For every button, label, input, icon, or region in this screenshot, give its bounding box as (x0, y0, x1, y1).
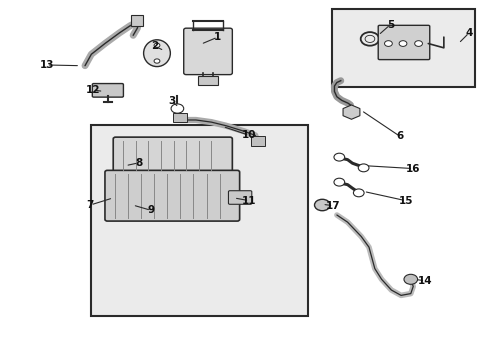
FancyBboxPatch shape (228, 191, 251, 204)
Text: 11: 11 (242, 196, 256, 206)
Text: 6: 6 (396, 131, 403, 141)
Ellipse shape (143, 40, 170, 67)
Bar (173, 113, 186, 122)
Text: 12: 12 (85, 85, 100, 95)
Text: 9: 9 (147, 205, 154, 215)
Circle shape (154, 59, 160, 63)
Text: 1: 1 (214, 32, 221, 42)
FancyBboxPatch shape (92, 84, 123, 97)
Text: 5: 5 (386, 19, 393, 30)
FancyBboxPatch shape (113, 137, 232, 174)
FancyBboxPatch shape (183, 28, 232, 75)
Bar (250, 136, 265, 146)
Text: 13: 13 (39, 60, 54, 70)
FancyBboxPatch shape (105, 170, 239, 221)
Circle shape (314, 199, 329, 211)
Text: 8: 8 (135, 158, 142, 168)
Text: 7: 7 (86, 200, 94, 210)
Circle shape (333, 153, 344, 161)
Text: 10: 10 (242, 130, 256, 140)
Bar (91, 125, 307, 316)
Circle shape (171, 104, 183, 113)
Circle shape (398, 41, 406, 46)
Circle shape (414, 41, 422, 46)
Text: 2: 2 (151, 41, 158, 51)
Text: 3: 3 (167, 96, 175, 106)
Circle shape (333, 178, 344, 186)
FancyBboxPatch shape (377, 25, 429, 60)
Circle shape (154, 43, 160, 48)
Circle shape (384, 41, 391, 46)
Bar (130, 15, 142, 26)
Text: 4: 4 (465, 28, 472, 38)
Circle shape (353, 189, 364, 197)
Bar (331, 9, 474, 87)
Text: 16: 16 (405, 163, 420, 174)
Text: 17: 17 (325, 201, 340, 211)
Text: 14: 14 (417, 276, 432, 286)
Circle shape (358, 164, 368, 172)
Bar (198, 76, 217, 85)
Text: 15: 15 (398, 196, 412, 206)
Circle shape (403, 274, 417, 284)
